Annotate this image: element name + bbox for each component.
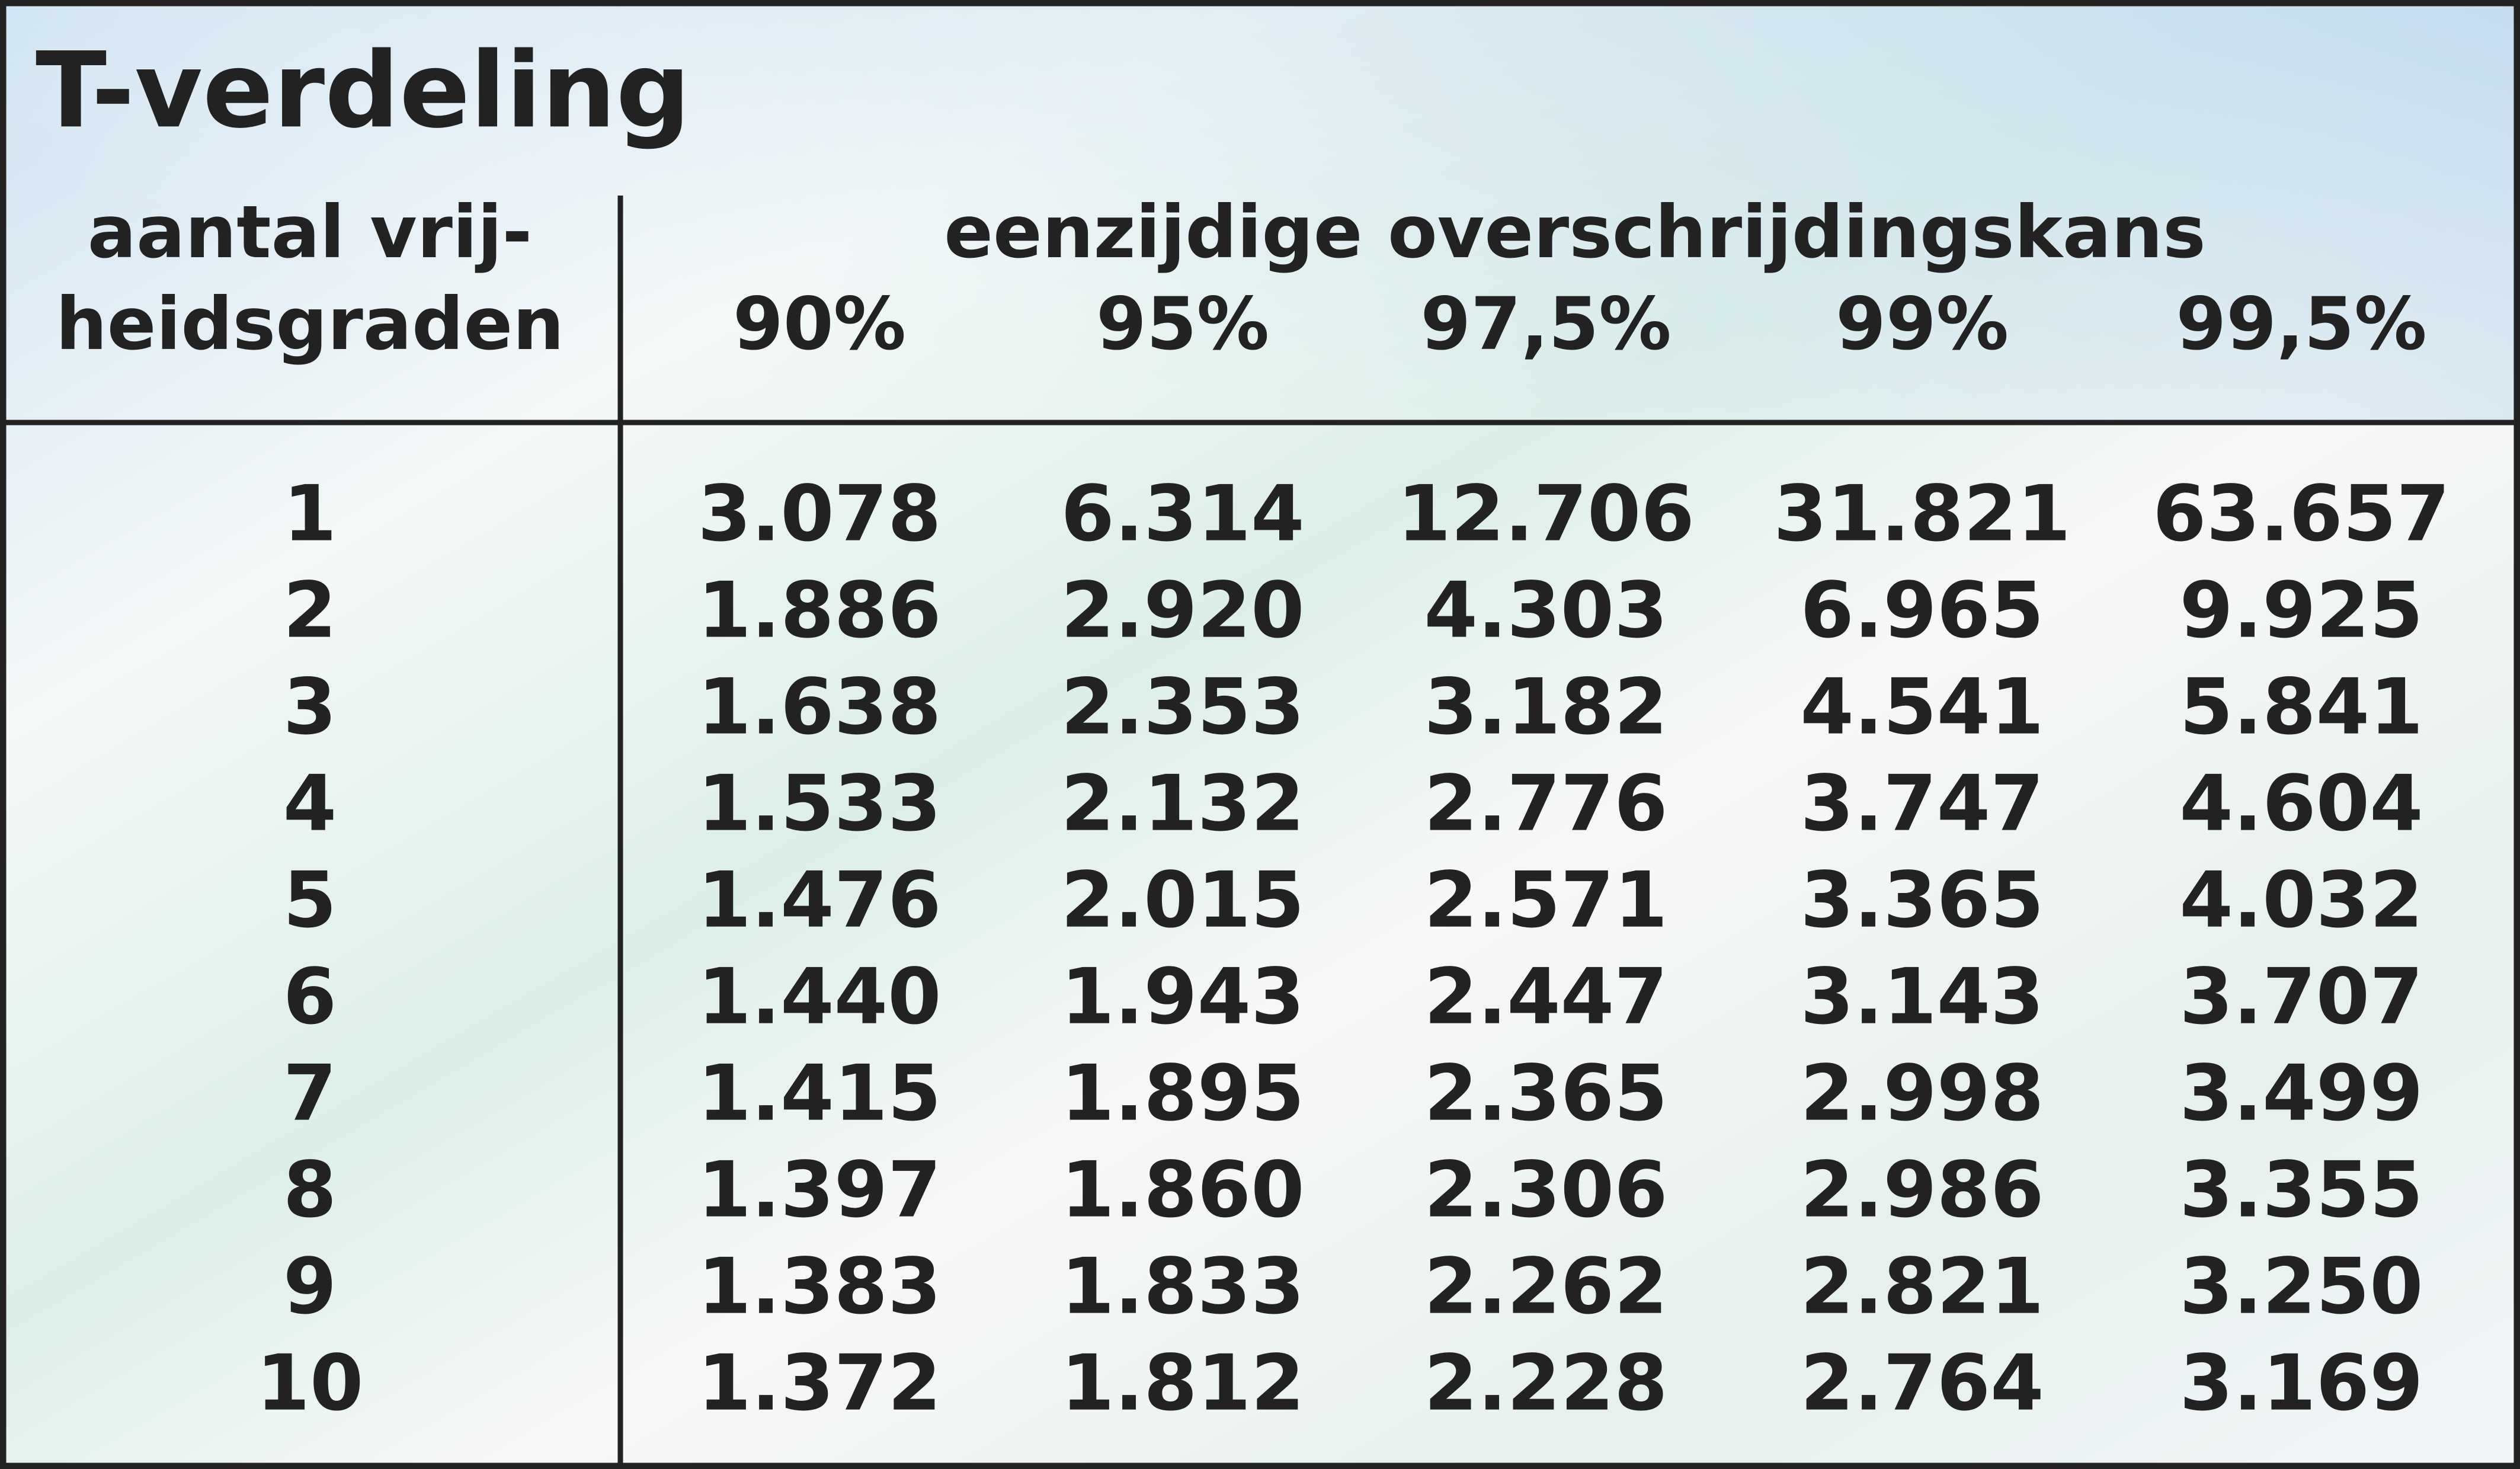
table-cell: 63.657 — [2153, 469, 2450, 559]
table-cell: 6.314 — [1061, 469, 1304, 559]
table-cell: 2.353 — [1061, 662, 1304, 752]
row-label: 10 — [257, 1338, 364, 1428]
table-cell: 1.440 — [697, 952, 941, 1042]
column-header: 97,5% — [1420, 282, 1671, 366]
table-cell: 2.571 — [1424, 855, 1667, 945]
table-cell: 3.747 — [1800, 758, 2044, 849]
table-cell: 1.860 — [1061, 1145, 1304, 1235]
row-header: aantal vrij- — [88, 190, 532, 274]
table-cell: 2.365 — [1424, 1048, 1667, 1138]
table-cell: 2.015 — [1061, 855, 1304, 945]
table-cell: 1.397 — [697, 1145, 941, 1235]
table-cell: 2.447 — [1424, 952, 1667, 1042]
table-cell: 2.821 — [1800, 1241, 2044, 1332]
table-cell: 2.306 — [1424, 1145, 1667, 1235]
table-cell: 1.533 — [697, 758, 941, 849]
table-cell: 3.143 — [1800, 952, 2044, 1042]
table-cell: 2.764 — [1800, 1338, 2044, 1428]
table-cell: 3.499 — [2179, 1048, 2423, 1138]
column-header: 99,5% — [2176, 282, 2426, 366]
header-shade — [0, 0, 2520, 423]
row-label: 9 — [283, 1241, 337, 1332]
table-cell: 1.476 — [697, 855, 941, 945]
table-cell: 31.821 — [1773, 469, 2071, 559]
title: T-verdeling — [36, 30, 690, 151]
table-body: 90% 95% 97,5% 99% 99,5%1 3.078 6.314 12.706 31.8… — [257, 282, 2450, 1428]
table-cell: 1.943 — [1061, 952, 1304, 1042]
row-label: 7 — [283, 1048, 337, 1138]
table-cell: 1.383 — [697, 1241, 941, 1332]
table-cell: 3.078 — [697, 469, 941, 559]
table-cell: 3.250 — [2179, 1241, 2423, 1332]
row-label: 3 — [283, 662, 337, 752]
row-label: 1 — [283, 469, 337, 559]
table-cell: 3.355 — [2179, 1145, 2423, 1235]
column-header: 90% — [733, 282, 906, 366]
table-cell: 1.895 — [1061, 1048, 1304, 1138]
row-label: 8 — [283, 1145, 337, 1235]
table-cell: 3.365 — [1800, 855, 2044, 945]
table-cell: 1.833 — [1061, 1241, 1304, 1332]
table-cell: 12.706 — [1397, 469, 1695, 559]
table-cell: 1.638 — [697, 662, 941, 752]
table-cell: 1.372 — [697, 1338, 941, 1428]
table-cell: 4.303 — [1424, 565, 1667, 655]
table-cell: 2.998 — [1800, 1048, 2044, 1138]
table-cell: 4.541 — [1800, 662, 2044, 752]
row-label: 5 — [283, 855, 337, 945]
table-cell: 2.986 — [1800, 1145, 2044, 1235]
table-cell: 4.604 — [2179, 758, 2423, 849]
table-cell: 2.132 — [1061, 758, 1304, 849]
table-cell: 1.812 — [1061, 1338, 1304, 1428]
table-cell: 2.920 — [1061, 565, 1304, 655]
row-header: heidsgraden — [56, 282, 564, 366]
table-cell: 2.262 — [1424, 1241, 1667, 1332]
column-header: 95% — [1096, 282, 1269, 366]
table-cell: 3.182 — [1424, 662, 1667, 752]
table-cell: 9.925 — [2179, 565, 2423, 655]
table-cell: 1.415 — [697, 1048, 941, 1138]
table-cell: 3.707 — [2179, 952, 2423, 1042]
group-header: eenzijdige overschrijdingskans — [944, 190, 2205, 274]
row-label: 4 — [283, 758, 337, 849]
table-cell: 4.032 — [2179, 855, 2423, 945]
table-cell: 5.841 — [2179, 662, 2423, 752]
row-label: 6 — [283, 952, 337, 1042]
row-label: 2 — [283, 565, 337, 655]
table-cell: 1.886 — [697, 565, 941, 655]
table-cell: 3.169 — [2179, 1338, 2423, 1428]
table-cell: 2.228 — [1424, 1338, 1667, 1428]
column-header: 99% — [1836, 282, 2009, 366]
table-cell: 6.965 — [1800, 565, 2044, 655]
table-cell: 2.776 — [1424, 758, 1667, 849]
